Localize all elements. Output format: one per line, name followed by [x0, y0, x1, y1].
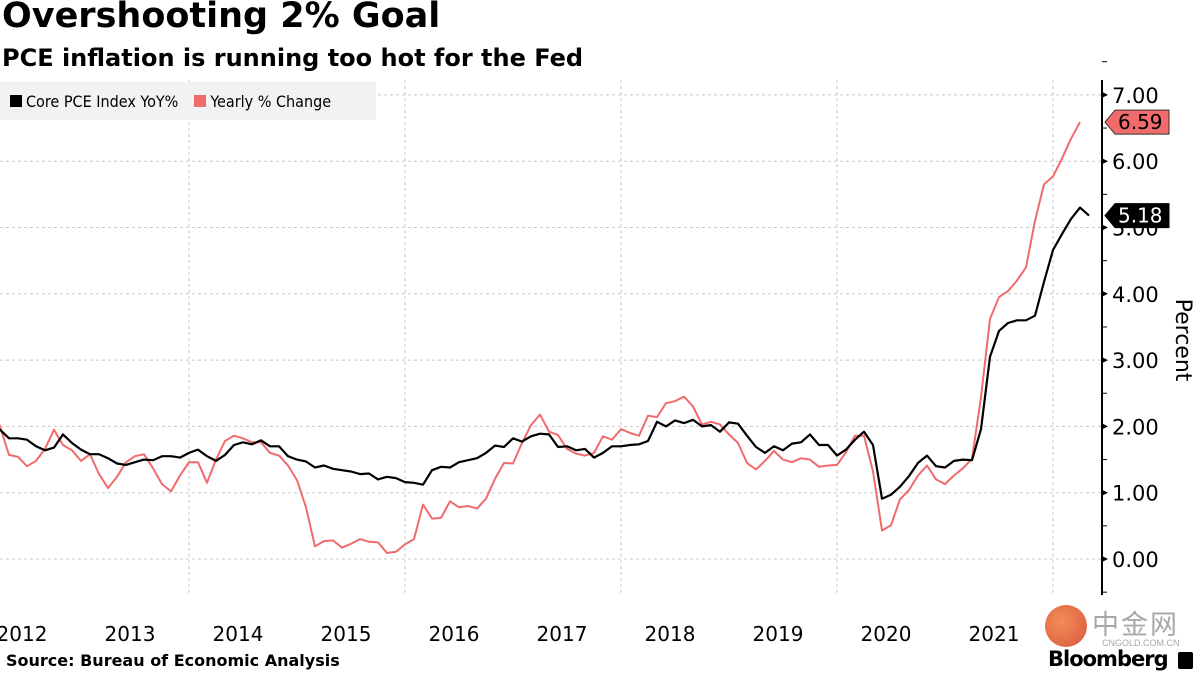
end-tag-headline: 6.59	[1104, 109, 1170, 135]
ytick-label: 0.00	[1112, 548, 1159, 572]
y-axis: 0.001.002.003.004.005.006.007.00	[1101, 61, 1159, 595]
watermark: 中金网 CNGOLD.COM.CN	[1040, 603, 1200, 653]
chart-subtitle: PCE inflation is running too hot for the…	[2, 44, 584, 72]
legend-swatch-headline	[194, 95, 207, 107]
ytick-marker	[1102, 158, 1108, 165]
ytick-marker	[1102, 91, 1108, 98]
ytick-label: 6.00	[1112, 150, 1159, 174]
end-value-tags: 5.18 6.59	[1104, 109, 1170, 229]
chart-title: Overshooting 2% Goal	[2, 0, 441, 36]
ytick-marker	[1102, 423, 1108, 430]
xtick-label: 2017	[537, 622, 588, 646]
ytick-label: 3.00	[1112, 349, 1159, 373]
end-tag-value: 5.18	[1118, 204, 1163, 228]
xtick-label: 2020	[861, 622, 912, 646]
series-core-pce	[0, 206, 1090, 500]
ytick-marker	[1102, 489, 1108, 496]
bloomberg-logo: Bloomberg	[1048, 647, 1169, 671]
watermark-logo-icon	[1045, 605, 1087, 647]
ytick-label: 4.00	[1112, 283, 1159, 307]
xtick-label: 2015	[321, 622, 372, 646]
ytick-label: 1.00	[1112, 482, 1159, 506]
series-lines	[0, 121, 1090, 554]
legend-item-headline[interactable]: Yearly % Change	[194, 92, 331, 111]
series-yearly-change	[0, 121, 1081, 554]
ytick-label: 7.00	[1112, 84, 1159, 108]
legend: Core PCE Index YoY% Yearly % Change	[0, 82, 376, 120]
gridlines	[0, 80, 1102, 595]
watermark-text-en: CNGOLD.COM.CN	[1102, 638, 1180, 648]
xtick-label: 2019	[753, 622, 804, 646]
ytick-marker	[1102, 224, 1108, 231]
ytick-marker	[1102, 357, 1108, 364]
legend-swatch-core	[10, 95, 22, 107]
ytick-marker	[1102, 556, 1108, 562]
xtick-label: 2014	[213, 622, 264, 646]
end-tag-core: 5.18	[1104, 203, 1170, 229]
ytick-label: 2.00	[1112, 415, 1159, 439]
legend-label-headline: Yearly % Change	[210, 91, 332, 111]
end-tag-value: 6.59	[1118, 110, 1163, 134]
ytick-marker	[1102, 290, 1108, 297]
legend-item-core[interactable]: Core PCE Index YoY%	[10, 92, 178, 111]
xtick-label: 2018	[645, 622, 696, 646]
y-axis-title: Percent	[1170, 299, 1195, 382]
xtick-label: 2013	[105, 622, 156, 646]
legend-label-core: Core PCE Index YoY%	[26, 91, 179, 111]
end-tag-shape	[1104, 203, 1170, 229]
xtick-label: 2021	[969, 622, 1020, 646]
xtick-label: 2012	[0, 622, 47, 646]
watermark-text-cn: 中金网	[1092, 610, 1179, 641]
end-tag-shape	[1104, 109, 1170, 135]
xtick-label: 2016	[429, 622, 480, 646]
source-note: Source: Bureau of Economic Analysis	[6, 651, 340, 670]
bloomberg-terminal-icon	[1178, 652, 1193, 669]
x-axis-labels: 2012 2013 2014 2015 2016 2017 2018 2019 2020 2021	[0, 622, 1019, 646]
